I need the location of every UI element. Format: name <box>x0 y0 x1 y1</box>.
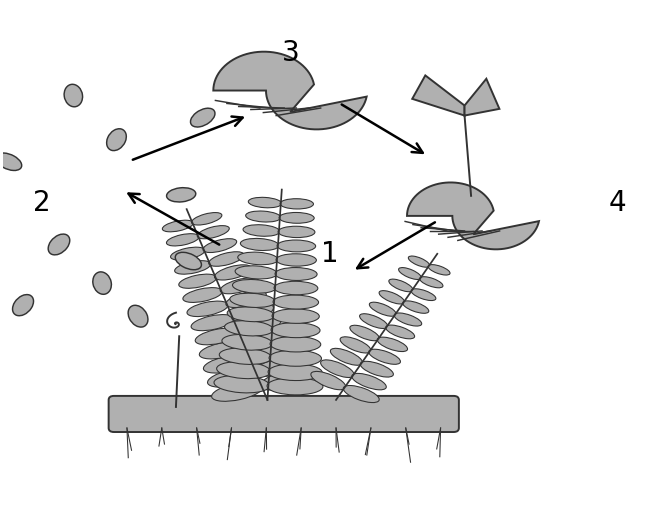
Ellipse shape <box>195 328 240 345</box>
Ellipse shape <box>214 265 252 280</box>
Polygon shape <box>465 79 500 116</box>
Text: 4: 4 <box>608 189 626 218</box>
Ellipse shape <box>268 364 322 381</box>
Ellipse shape <box>352 374 386 390</box>
Ellipse shape <box>191 314 234 331</box>
Ellipse shape <box>360 314 387 329</box>
Ellipse shape <box>214 375 270 393</box>
Ellipse shape <box>274 281 318 295</box>
Ellipse shape <box>254 356 303 376</box>
Ellipse shape <box>128 305 148 327</box>
Ellipse shape <box>394 313 422 326</box>
Ellipse shape <box>175 261 211 274</box>
Ellipse shape <box>277 240 316 252</box>
Ellipse shape <box>233 279 276 293</box>
Ellipse shape <box>246 211 281 222</box>
Ellipse shape <box>248 197 281 208</box>
Ellipse shape <box>231 304 273 321</box>
Ellipse shape <box>48 234 70 255</box>
Ellipse shape <box>379 291 405 304</box>
Polygon shape <box>413 76 465 116</box>
Ellipse shape <box>192 212 222 225</box>
Ellipse shape <box>220 278 259 294</box>
Ellipse shape <box>219 348 272 365</box>
Ellipse shape <box>183 287 222 302</box>
Ellipse shape <box>203 239 237 252</box>
Ellipse shape <box>162 220 193 232</box>
Ellipse shape <box>271 322 320 338</box>
Ellipse shape <box>175 252 202 270</box>
Ellipse shape <box>321 360 354 378</box>
Ellipse shape <box>248 343 296 363</box>
FancyBboxPatch shape <box>109 396 459 432</box>
Ellipse shape <box>238 252 278 265</box>
Ellipse shape <box>199 342 246 359</box>
Polygon shape <box>214 52 366 129</box>
Ellipse shape <box>107 129 127 151</box>
Ellipse shape <box>241 238 279 250</box>
Ellipse shape <box>272 309 320 323</box>
Ellipse shape <box>217 361 271 379</box>
Ellipse shape <box>420 277 443 288</box>
Polygon shape <box>407 183 539 249</box>
Ellipse shape <box>222 334 272 350</box>
Ellipse shape <box>230 293 275 307</box>
Ellipse shape <box>237 317 281 335</box>
Ellipse shape <box>190 108 215 127</box>
Ellipse shape <box>280 199 314 209</box>
Ellipse shape <box>411 289 436 301</box>
Ellipse shape <box>403 301 429 313</box>
Ellipse shape <box>428 265 450 275</box>
Ellipse shape <box>369 349 401 365</box>
Ellipse shape <box>171 247 205 260</box>
Ellipse shape <box>197 226 229 239</box>
Ellipse shape <box>226 291 266 308</box>
Ellipse shape <box>270 336 321 352</box>
Ellipse shape <box>204 355 251 373</box>
Ellipse shape <box>311 372 346 390</box>
Ellipse shape <box>340 337 371 353</box>
Ellipse shape <box>243 330 289 349</box>
Ellipse shape <box>343 385 379 403</box>
Text: 1: 1 <box>321 239 338 268</box>
Ellipse shape <box>187 301 228 316</box>
Ellipse shape <box>269 350 322 366</box>
Text: 3: 3 <box>281 39 299 67</box>
Ellipse shape <box>275 268 317 280</box>
Ellipse shape <box>235 266 277 279</box>
Ellipse shape <box>208 369 257 387</box>
Ellipse shape <box>279 212 314 223</box>
Ellipse shape <box>93 272 111 294</box>
Ellipse shape <box>386 325 415 339</box>
Text: 2: 2 <box>33 189 51 218</box>
Ellipse shape <box>399 268 421 279</box>
Ellipse shape <box>167 234 199 246</box>
Ellipse shape <box>273 295 318 309</box>
Ellipse shape <box>209 252 244 266</box>
Ellipse shape <box>225 320 273 336</box>
Ellipse shape <box>276 254 316 266</box>
Ellipse shape <box>330 348 362 365</box>
Ellipse shape <box>167 188 196 202</box>
Ellipse shape <box>369 302 396 316</box>
Ellipse shape <box>267 378 323 395</box>
Ellipse shape <box>243 225 280 236</box>
Ellipse shape <box>350 325 380 341</box>
Ellipse shape <box>212 382 263 401</box>
Ellipse shape <box>377 337 407 351</box>
Ellipse shape <box>260 369 310 390</box>
Ellipse shape <box>409 256 430 267</box>
Ellipse shape <box>360 361 393 377</box>
Ellipse shape <box>13 295 34 316</box>
Ellipse shape <box>179 274 217 288</box>
Ellipse shape <box>0 153 22 170</box>
Ellipse shape <box>64 84 82 107</box>
Ellipse shape <box>278 226 315 238</box>
Ellipse shape <box>227 307 274 321</box>
Ellipse shape <box>389 279 413 292</box>
